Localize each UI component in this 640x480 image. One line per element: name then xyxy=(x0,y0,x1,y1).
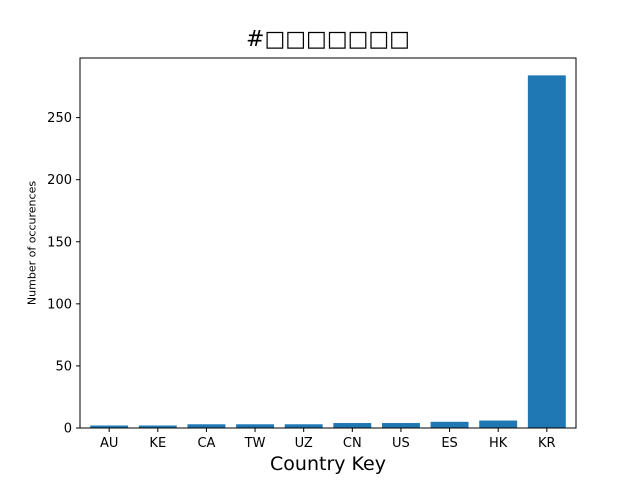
y-tick-label: 250 xyxy=(47,111,72,126)
y-tick-label: 200 xyxy=(47,173,72,188)
x-tick-label: ES xyxy=(441,436,457,451)
bar-cn xyxy=(333,423,372,428)
x-axis-ticks: AU KE CA TW UZ CN US ES HK KR xyxy=(100,428,556,451)
bar-kr xyxy=(527,75,566,428)
chart-title: #□□□□□□□ xyxy=(246,27,410,52)
x-tick-label: HK xyxy=(489,436,508,451)
bar-us xyxy=(381,423,420,428)
y-axis-ticks: 0 50 100 150 200 250 xyxy=(47,111,80,437)
bar-au xyxy=(90,425,129,428)
x-tick-label: AU xyxy=(100,436,118,451)
x-axis-label: Country Key xyxy=(270,453,386,475)
y-tick-label: 0 xyxy=(64,422,72,437)
bars-group xyxy=(90,75,566,428)
bar-tw xyxy=(236,424,275,428)
x-tick-label: CN xyxy=(343,436,362,451)
x-tick-label: CA xyxy=(197,436,215,451)
bar-ke xyxy=(138,425,177,428)
y-tick-label: 50 xyxy=(55,359,72,374)
x-tick-label: US xyxy=(392,436,410,451)
x-tick-label: UZ xyxy=(295,436,313,451)
x-tick-label: TW xyxy=(244,436,266,451)
x-tick-label: KR xyxy=(538,436,556,451)
bar-ca xyxy=(187,424,226,428)
y-tick-label: 100 xyxy=(47,297,72,312)
y-axis-label: Number of occurences xyxy=(25,180,39,306)
bar-uz xyxy=(284,424,323,428)
bar-es xyxy=(430,421,469,428)
plot-frame xyxy=(79,57,577,429)
y-tick-label: 150 xyxy=(47,235,72,250)
x-tick-label: KE xyxy=(149,436,166,451)
bar-hk xyxy=(479,420,518,428)
